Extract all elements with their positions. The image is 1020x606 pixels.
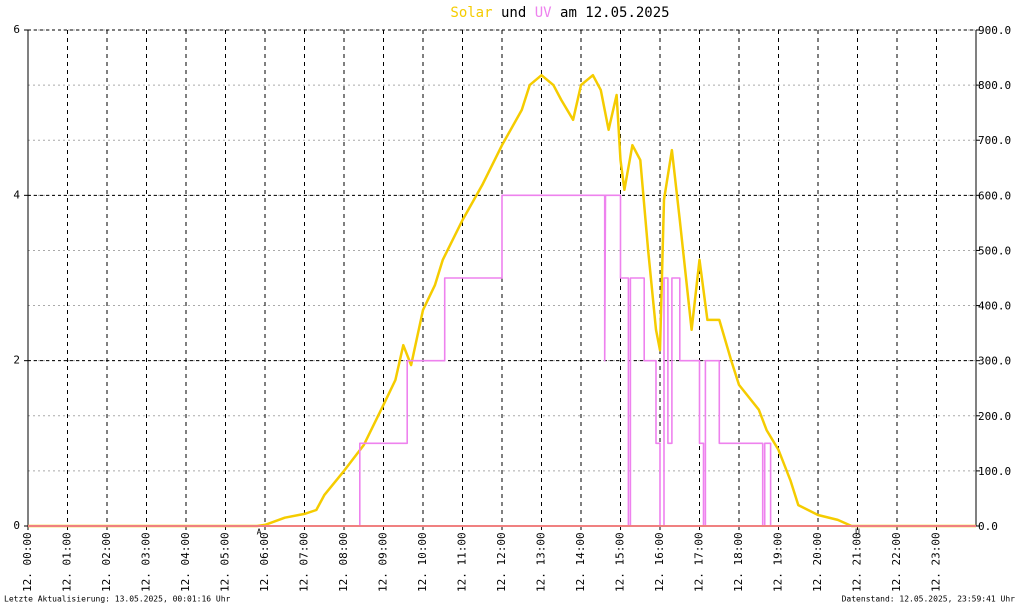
x-tick-label: 12. 03:00 bbox=[140, 532, 153, 592]
y2-tick-label: 0.0 bbox=[978, 520, 998, 533]
title-word: am 12.05.2025 bbox=[560, 5, 670, 21]
y2-tick-label: 700.0 bbox=[978, 134, 1011, 147]
x-tick-label: 12. 16:00 bbox=[653, 532, 666, 592]
x-tick-label: 12. 14:00 bbox=[574, 532, 587, 592]
x-tick-label: 12. 15:00 bbox=[614, 532, 627, 592]
x-tick-label: 12. 01:00 bbox=[61, 532, 74, 592]
x-tick-label: 12. 17:00 bbox=[693, 532, 706, 592]
x-tick-label: 12. 11:00 bbox=[456, 532, 469, 592]
y-tick-label: 6 bbox=[13, 23, 20, 36]
y2-tick-label: 600.0 bbox=[978, 189, 1011, 202]
y2-tick-label: 300.0 bbox=[978, 355, 1011, 368]
x-tick-label: 12. 13:00 bbox=[535, 532, 548, 592]
x-tick-label: 12. 07:00 bbox=[298, 532, 311, 592]
x-tick-label: 12. 06:00 bbox=[258, 532, 271, 592]
chart-title: Solar und UV am 12.05.2025 bbox=[450, 5, 669, 21]
y-tick-label: 4 bbox=[13, 188, 20, 201]
y2-tick-label: 900.0 bbox=[978, 24, 1011, 37]
x-tick-label: 12. 04:00 bbox=[179, 532, 192, 592]
x-tick-label: 12. 18:00 bbox=[732, 532, 745, 592]
x-tick-label: 12. 09:00 bbox=[377, 532, 390, 592]
y2-tick-label: 800.0 bbox=[978, 79, 1011, 92]
x-tick-label: 12. 22:00 bbox=[890, 532, 903, 592]
y-tick-label: 2 bbox=[13, 354, 20, 367]
x-tick-label: 12. 21:00 bbox=[851, 532, 864, 592]
title-word: und bbox=[501, 5, 526, 21]
y2-tick-label: 100.0 bbox=[978, 465, 1011, 478]
y-tick-label: 0 bbox=[13, 519, 20, 532]
x-tick-label: 12. 02:00 bbox=[100, 532, 113, 592]
annotation: A bbox=[257, 528, 262, 537]
x-tick-label: 12. 12:00 bbox=[495, 532, 508, 592]
annotation: U bbox=[855, 528, 860, 537]
y2-tick-label: 200.0 bbox=[978, 410, 1011, 423]
series-line bbox=[28, 73, 976, 528]
title-solar: Solar bbox=[450, 5, 492, 21]
x-tick-label: 12. 10:00 bbox=[416, 532, 429, 592]
x-tick-label: 12. 19:00 bbox=[772, 532, 785, 592]
x-tick-label: 12. 20:00 bbox=[811, 532, 824, 592]
footer-right: Datenstand: 12.05.2025, 23:59:41 Uhr bbox=[842, 595, 1016, 604]
x-tick-label: 12. 08:00 bbox=[337, 532, 350, 592]
y2-tick-label: 400.0 bbox=[978, 300, 1011, 313]
x-tick-label: 12. 05:00 bbox=[219, 532, 232, 592]
y2-tick-label: 500.0 bbox=[978, 244, 1011, 257]
x-tick-label: 12. 00:00 bbox=[21, 532, 34, 592]
x-tick-label: 12. 23:00 bbox=[930, 532, 943, 592]
title-uv: UV bbox=[535, 5, 552, 21]
footer-left: Letzte Aktualisierung: 13.05.2025, 00:01… bbox=[4, 595, 231, 604]
